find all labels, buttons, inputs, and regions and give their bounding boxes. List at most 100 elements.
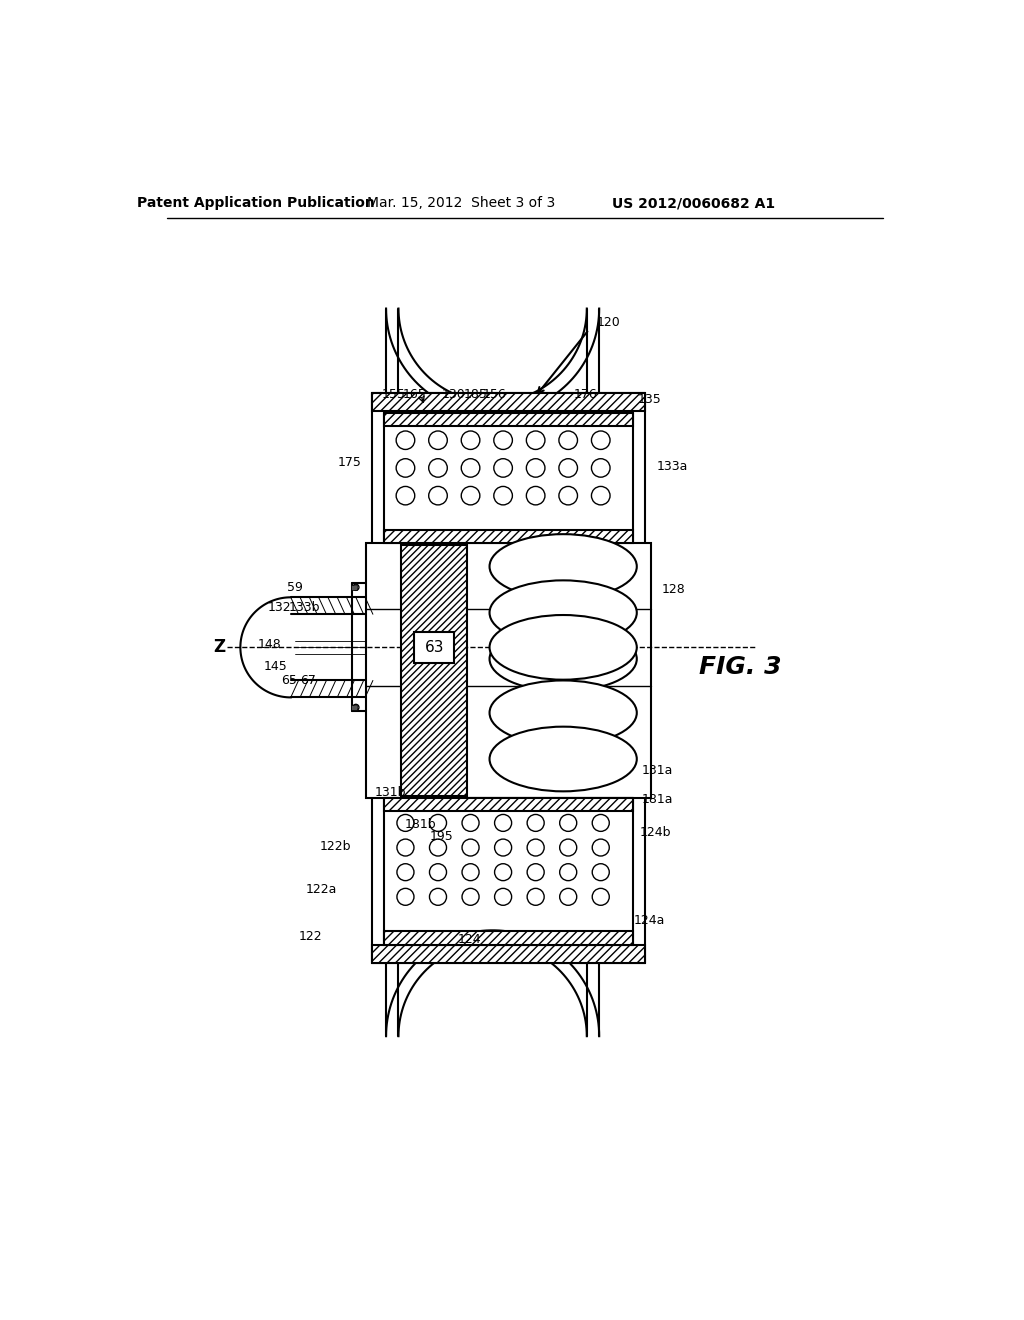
Bar — [351, 585, 357, 590]
Circle shape — [429, 863, 446, 880]
Bar — [400, 545, 467, 796]
Circle shape — [429, 459, 447, 478]
Circle shape — [397, 840, 414, 855]
Ellipse shape — [489, 615, 637, 680]
Circle shape — [397, 814, 414, 832]
Circle shape — [429, 814, 446, 832]
Circle shape — [559, 459, 578, 478]
Circle shape — [462, 863, 479, 880]
Ellipse shape — [489, 726, 637, 792]
Circle shape — [462, 840, 479, 855]
Text: 122: 122 — [298, 929, 322, 942]
Text: 124b: 124b — [640, 825, 671, 838]
Circle shape — [495, 863, 512, 880]
Text: 133a: 133a — [656, 459, 688, 473]
Text: 135: 135 — [638, 393, 662, 407]
Text: 181a: 181a — [642, 793, 674, 807]
Ellipse shape — [489, 681, 637, 744]
Circle shape — [592, 863, 609, 880]
Text: FIG. 3: FIG. 3 — [699, 655, 781, 678]
Circle shape — [527, 814, 544, 832]
Text: 65: 65 — [282, 675, 297, 686]
Circle shape — [527, 840, 544, 855]
Circle shape — [397, 863, 414, 880]
Circle shape — [592, 888, 609, 906]
Ellipse shape — [489, 581, 637, 645]
Circle shape — [526, 459, 545, 478]
Circle shape — [560, 814, 577, 832]
Text: 155: 155 — [382, 388, 406, 401]
Text: 133b: 133b — [289, 601, 321, 614]
Text: Patent Application Publication: Patent Application Publication — [137, 197, 375, 210]
Circle shape — [592, 840, 609, 855]
Circle shape — [560, 840, 577, 855]
Circle shape — [526, 487, 545, 506]
Text: 156: 156 — [482, 388, 507, 401]
Text: 165: 165 — [402, 388, 427, 401]
Text: 124: 124 — [457, 933, 481, 946]
Circle shape — [462, 888, 479, 906]
Circle shape — [429, 430, 447, 449]
Circle shape — [495, 888, 512, 906]
Circle shape — [494, 430, 512, 449]
Circle shape — [527, 863, 544, 880]
Bar — [372, 945, 645, 964]
Bar — [372, 393, 645, 411]
Circle shape — [592, 487, 610, 506]
Circle shape — [495, 840, 512, 855]
Circle shape — [461, 430, 480, 449]
Text: 124a: 124a — [633, 915, 665, 927]
Text: 122b: 122b — [319, 840, 351, 853]
Circle shape — [592, 430, 610, 449]
Circle shape — [560, 863, 577, 880]
Circle shape — [429, 487, 447, 506]
Circle shape — [559, 430, 578, 449]
Text: 128: 128 — [662, 583, 685, 597]
Bar — [384, 797, 633, 812]
Bar — [351, 705, 357, 710]
Text: 63: 63 — [424, 640, 443, 655]
Circle shape — [397, 888, 414, 906]
Circle shape — [494, 487, 512, 506]
Circle shape — [429, 840, 446, 855]
Text: Mar. 15, 2012  Sheet 3 of 3: Mar. 15, 2012 Sheet 3 of 3 — [368, 197, 555, 210]
Text: 59: 59 — [287, 581, 302, 594]
Text: Z: Z — [213, 639, 225, 656]
Text: 145: 145 — [263, 660, 287, 673]
Circle shape — [494, 459, 512, 478]
Text: 132: 132 — [267, 601, 291, 614]
Circle shape — [396, 459, 415, 478]
Text: 131b: 131b — [375, 787, 406, 800]
Circle shape — [352, 705, 359, 710]
Text: 122a: 122a — [306, 883, 338, 896]
Text: 67: 67 — [300, 675, 315, 686]
Text: 175: 175 — [338, 455, 361, 469]
Circle shape — [396, 487, 415, 506]
Circle shape — [495, 814, 512, 832]
Text: 130: 130 — [441, 388, 465, 401]
Circle shape — [352, 585, 359, 590]
Text: US 2012/0060682 A1: US 2012/0060682 A1 — [612, 197, 775, 210]
Circle shape — [592, 459, 610, 478]
Circle shape — [527, 888, 544, 906]
Circle shape — [559, 487, 578, 506]
Circle shape — [461, 459, 480, 478]
Ellipse shape — [489, 535, 637, 599]
Text: 120: 120 — [597, 315, 621, 329]
Circle shape — [461, 487, 480, 506]
Circle shape — [592, 814, 609, 832]
Ellipse shape — [489, 627, 637, 692]
Bar — [414, 632, 455, 663]
Text: 181b: 181b — [404, 818, 436, 832]
Circle shape — [526, 430, 545, 449]
Text: 176: 176 — [573, 388, 597, 401]
Circle shape — [429, 888, 446, 906]
Bar — [384, 529, 633, 544]
Bar — [384, 932, 633, 945]
Circle shape — [462, 814, 479, 832]
Text: 148: 148 — [258, 638, 282, 651]
Circle shape — [560, 888, 577, 906]
Text: 185: 185 — [463, 388, 487, 401]
Bar — [384, 412, 633, 426]
Bar — [366, 544, 651, 797]
